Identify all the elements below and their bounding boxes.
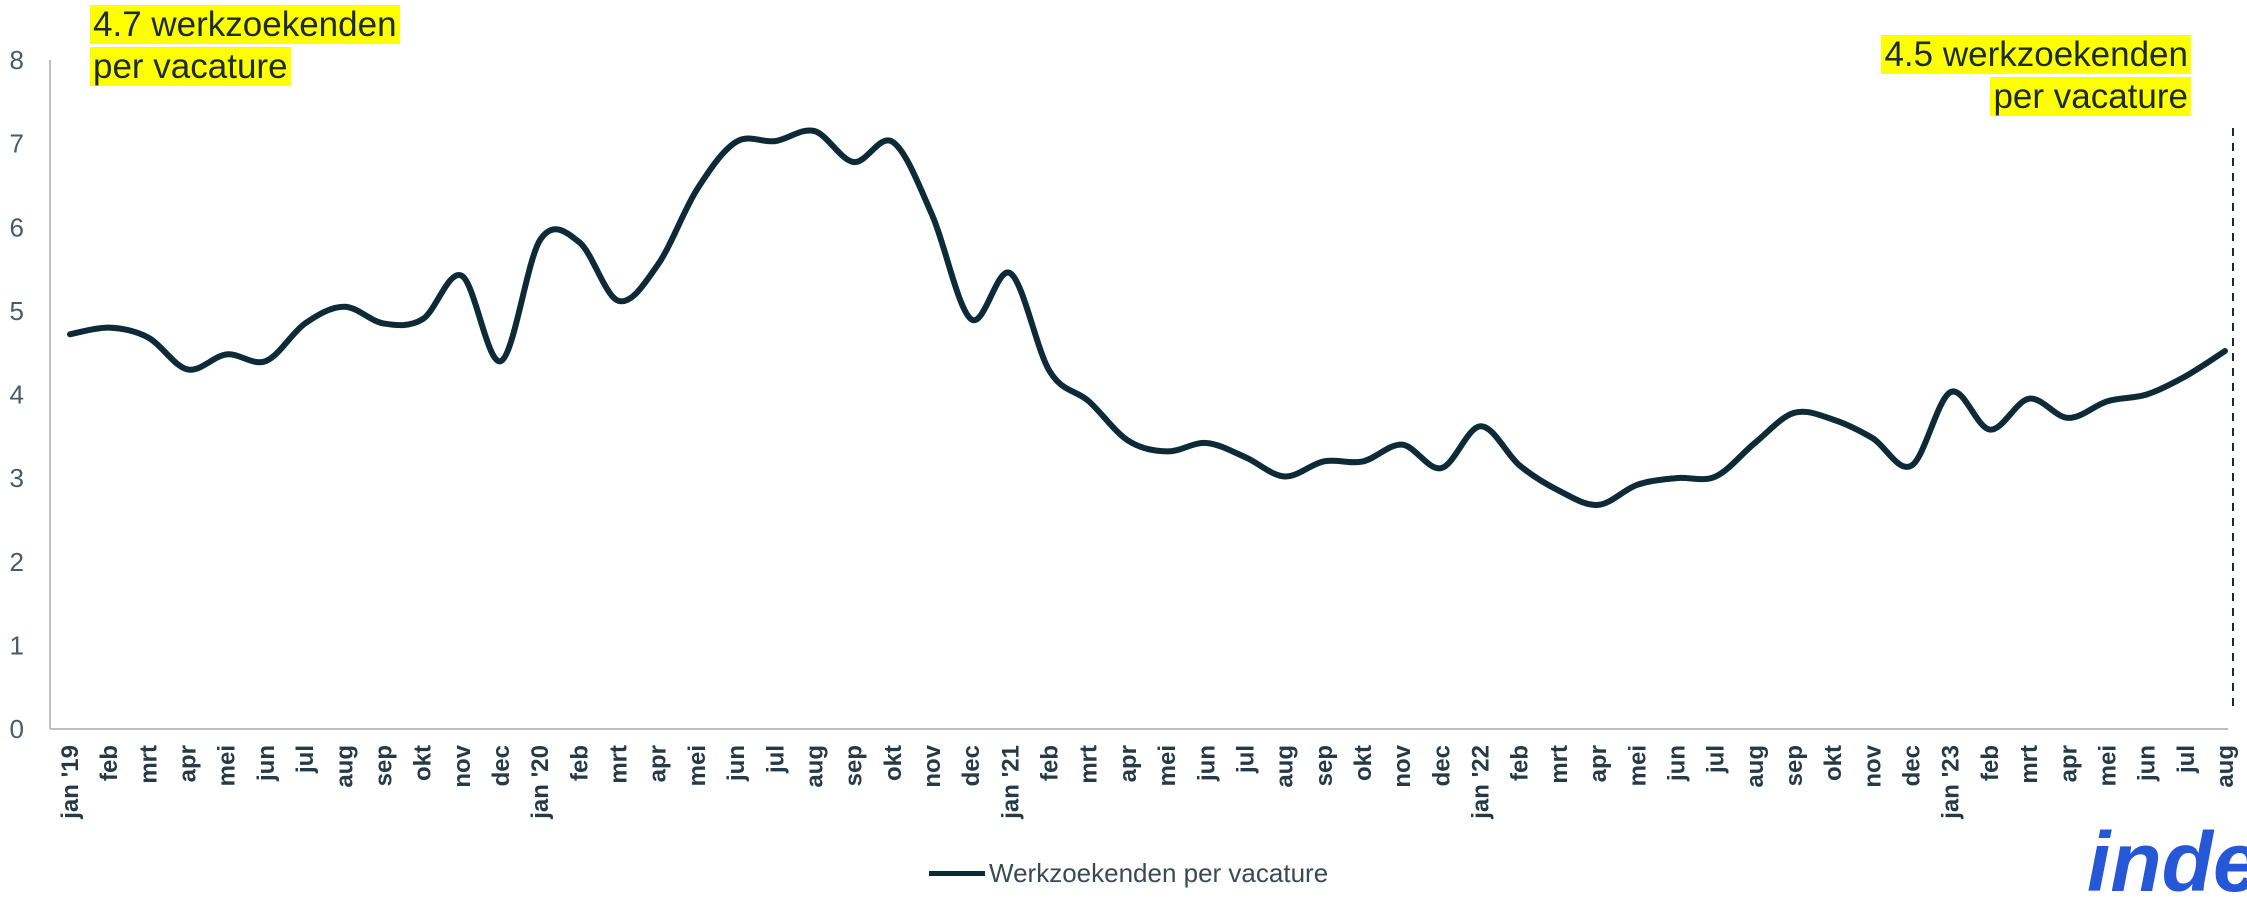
annotation-start-value: 4.7 werkzoekenden per vacature	[90, 4, 400, 88]
x-tick-label: aug	[2212, 745, 2239, 788]
x-tick-label: okt	[410, 745, 437, 781]
x-tick-label: feb	[566, 745, 593, 781]
x-tick-label: mrt	[606, 745, 633, 784]
series-group	[67, 128, 2228, 508]
x-tick-label: feb	[1977, 745, 2004, 781]
indeed-logo: inde	[2087, 820, 2247, 904]
y-tick-label: 1	[10, 630, 24, 660]
x-tick-label: mei	[1624, 745, 1651, 786]
x-tick-label: dec	[488, 745, 515, 786]
y-tick-label: 3	[10, 463, 24, 493]
y-tick-label: 4	[10, 380, 24, 410]
x-tick-label: aug	[1742, 745, 1769, 788]
y-tick-label: 8	[10, 45, 24, 75]
x-tick-label: sep	[370, 745, 397, 786]
x-tick-label: nov	[1389, 744, 1416, 787]
x-tick-label: jul	[292, 745, 319, 774]
x-tick-label: sep	[841, 745, 868, 786]
legend-swatch	[929, 871, 985, 876]
x-tick-label: jun	[723, 745, 750, 782]
x-tick-label: mei	[684, 745, 711, 786]
series-line-werkzoekenden-per-vacature	[70, 130, 2225, 505]
y-tick-label: 5	[10, 296, 24, 326]
y-tick-label: 7	[10, 129, 24, 159]
x-tick-label: jun	[1663, 745, 1690, 782]
x-tick-label: dec	[1428, 745, 1455, 786]
x-tick-label: jan '23	[1938, 745, 1965, 820]
annotation-start-line1: 4.7 werkzoekenden	[90, 5, 400, 44]
annotation-end-value: 4.5 werkzoekenden per vacature	[1881, 34, 2191, 118]
chart-legend: Werkzoekenden per vacature	[929, 857, 1328, 889]
annotation-end-line1: 4.5 werkzoekenden	[1881, 35, 2191, 74]
x-tick-label: sep	[1311, 745, 1338, 786]
x-tick-label: aug	[1272, 745, 1299, 788]
x-tick-label: sep	[1781, 745, 1808, 786]
x-tick-label: mrt	[135, 745, 162, 784]
x-tick-label: mrt	[1076, 745, 1103, 784]
x-tick-label: jun	[253, 745, 280, 782]
x-tick-label: nov	[1859, 744, 1886, 787]
x-tick-label: feb	[1507, 745, 1534, 781]
x-tick-label: dec	[1899, 745, 1926, 786]
x-tick-label: dec	[958, 745, 985, 786]
x-axis-labels: jan '19 feb mrt apr mei jun jul aug sep okt nov dec…	[57, 744, 2239, 819]
x-tick-label: mei	[214, 745, 241, 786]
x-tick-label: jul	[2173, 745, 2200, 774]
x-tick-label: feb	[96, 745, 123, 781]
x-tick-label: feb	[1037, 745, 1064, 781]
x-tick-label: mrt	[2016, 745, 2043, 784]
x-tick-label: aug	[801, 745, 828, 788]
x-tick-label: jul	[1232, 745, 1259, 774]
annotation-start-line2: per vacature	[90, 47, 291, 86]
x-tick-label: jun	[1193, 745, 1220, 782]
legend-label: Werkzoekenden per vacature	[989, 858, 1328, 889]
x-tick-label: jun	[2134, 745, 2161, 782]
x-tick-label: jul	[762, 745, 789, 774]
x-tick-label: jan '22	[1468, 745, 1495, 820]
y-tick-label: 2	[10, 547, 24, 577]
x-tick-label: apr	[2055, 745, 2082, 782]
x-tick-label: jan '19	[57, 745, 84, 820]
x-tick-label: okt	[1350, 745, 1377, 781]
x-tick-label: nov	[449, 744, 476, 787]
x-tick-label: apr	[1115, 745, 1142, 782]
x-tick-label: jul	[1703, 745, 1730, 774]
annotation-end-line2: per vacature	[1990, 77, 2191, 116]
y-axis: 0 1 2 3 4 5 6 7 8	[10, 45, 24, 744]
x-tick-label: mei	[2094, 745, 2121, 786]
x-tick-label: jan '21	[997, 745, 1024, 820]
y-tick-label: 0	[10, 714, 24, 744]
x-tick-label: mrt	[1546, 745, 1573, 784]
x-tick-label: okt	[880, 745, 907, 781]
x-tick-label: apr	[175, 745, 202, 782]
x-tick-label: jan '20	[527, 745, 554, 820]
y-tick-label: 6	[10, 212, 24, 242]
x-tick-label: apr	[645, 745, 672, 782]
x-tick-label: mei	[1154, 745, 1181, 786]
x-tick-label: aug	[331, 745, 358, 788]
x-tick-label: apr	[1585, 745, 1612, 782]
x-tick-label: nov	[919, 744, 946, 787]
x-tick-label: okt	[1820, 745, 1847, 781]
